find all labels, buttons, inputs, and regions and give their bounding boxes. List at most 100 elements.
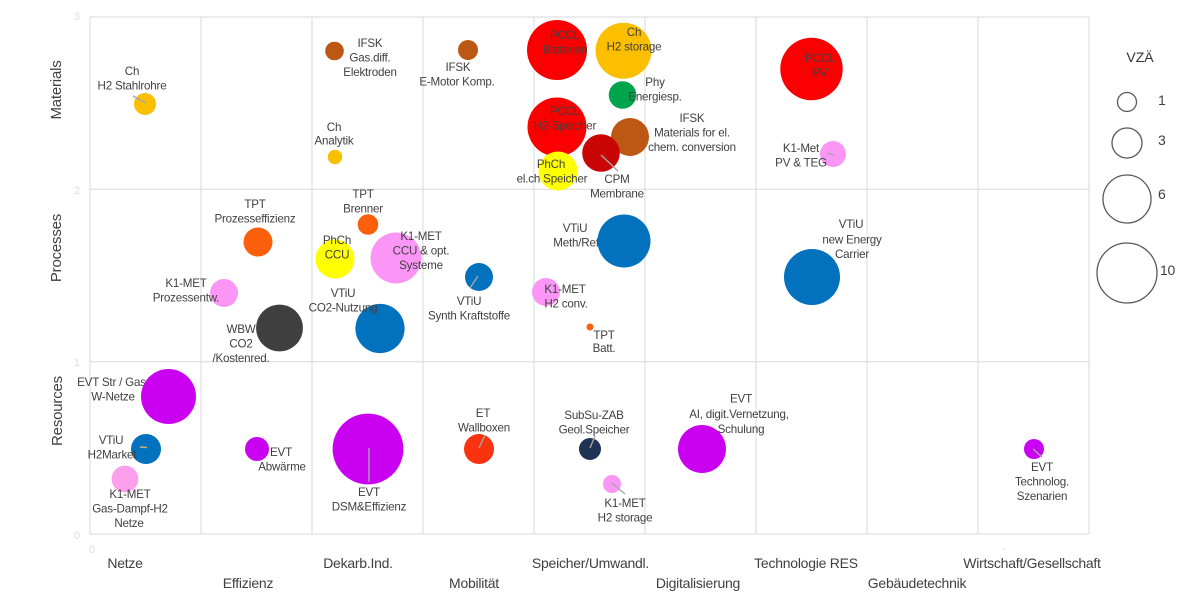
svg-text:Materials: Materials [48,60,65,119]
svg-text:0: 0 [89,544,95,556]
svg-text:3: 3 [74,11,80,23]
svg-text:K1-MET: K1-MET [400,230,441,243]
svg-text:1: 1 [1158,92,1166,108]
svg-text:Brenner: Brenner [343,203,383,216]
svg-text:Netze: Netze [107,555,143,571]
svg-text:SubSu-ZAB: SubSu-ZAB [564,409,624,422]
svg-text:Dekarb.Ind.: Dekarb.Ind. [323,555,393,571]
svg-text:-: - [1002,543,1006,555]
svg-text:Gas.diff.: Gas.diff. [349,52,390,65]
svg-text:/Kostenred.: /Kostenred. [212,352,269,365]
svg-text:Ch: Ch [627,26,641,39]
svg-text:Wirtschaft/Gesellschaft: Wirtschaft/Gesellschaft [963,555,1101,571]
svg-text:PCCL: PCCL [550,105,581,118]
svg-text:Wallboxen: Wallboxen [458,422,510,435]
svg-text:Speicher/Umwandl.: Speicher/Umwandl. [532,555,649,571]
svg-text:CO2-Nutzung: CO2-Nutzung [309,302,378,315]
svg-text:Prozesseffizienz: Prozesseffizienz [214,213,295,226]
svg-text:3: 3 [1158,132,1166,148]
svg-text:Schulung: Schulung [718,423,765,436]
svg-text:1: 1 [74,357,80,369]
svg-text:ET: ET [476,407,491,420]
svg-text:Analytik: Analytik [315,135,354,148]
svg-text:EVT: EVT [730,393,752,406]
svg-text:10: 10 [1160,262,1176,278]
svg-text:VTiU: VTiU [99,434,124,447]
svg-text:Carrier: Carrier [835,248,869,261]
svg-text:Membrane: Membrane [590,188,644,201]
svg-text:K1-MET: K1-MET [165,277,206,290]
svg-text:Systeme: Systeme [399,259,443,272]
svg-text:Prozessentw.: Prozessentw. [153,292,220,305]
svg-text:VTiU: VTiU [563,222,588,235]
svg-text:K1-MET: K1-MET [604,497,645,510]
svg-text:EVT: EVT [270,446,292,459]
svg-text:Phy: Phy [645,76,665,89]
svg-text:H2 Stahlrohre: H2 Stahlrohre [98,80,167,93]
svg-text:H2Market: H2Market [88,449,138,462]
svg-text:PCCL: PCCL [805,52,836,65]
svg-text:VTiU: VTiU [331,287,356,300]
svg-text:Batt.: Batt. [593,342,616,355]
svg-text:TPT: TPT [352,188,373,201]
svg-text:Batterien: Batterien [543,44,588,57]
svg-text:Digitalisierung: Digitalisierung [656,575,740,591]
svg-text:VZÄ: VZÄ [1126,49,1154,65]
svg-text:W-Netze: W-Netze [91,391,134,404]
svg-text:DSM&Effizienz: DSM&Effizienz [332,501,407,514]
svg-text:Materials for el.: Materials for el. [654,127,730,140]
svg-text:Effizienz: Effizienz [223,575,274,591]
svg-text:IFSK: IFSK [680,112,705,125]
svg-text:PV: PV [812,67,828,80]
svg-text:6: 6 [1158,186,1166,202]
svg-text:Technolog.: Technolog. [1015,476,1069,489]
svg-text:CPM: CPM [604,173,629,186]
svg-text:Geol.Speicher: Geol.Speicher [559,424,630,437]
svg-text:Netze: Netze [114,517,143,530]
svg-text:Elektroden: Elektroden [343,66,396,79]
svg-text:VTiU: VTiU [839,218,864,231]
svg-text:EVT: EVT [1031,461,1053,474]
svg-text:K1-MET: K1-MET [544,283,585,296]
svg-text:Energiesp.: Energiesp. [628,91,681,104]
svg-text:VTiU: VTiU [457,295,482,308]
svg-text:Resources: Resources [49,376,66,446]
svg-text:K1-MET: K1-MET [109,488,150,501]
svg-text:Ch: Ch [125,65,139,78]
svg-text:0: 0 [74,530,80,542]
svg-text:PhCh: PhCh [537,158,565,171]
svg-text:CCU & opt.: CCU & opt. [393,245,450,258]
svg-text:Szenarien: Szenarien [1017,490,1067,503]
svg-text:IFSK: IFSK [358,37,383,50]
svg-text:H2-Speicher: H2-Speicher [534,120,597,133]
svg-text:PCCL: PCCL [550,29,581,42]
svg-text:AI, digit.Vernetzung,: AI, digit.Vernetzung, [689,408,789,421]
svg-text:chem. conversion: chem. conversion [648,141,736,154]
svg-text:2: 2 [74,185,80,197]
svg-text:PV & TEG: PV & TEG [775,157,827,170]
svg-text:Processes: Processes [48,214,65,282]
svg-text:H2 storage: H2 storage [607,41,662,54]
svg-text:Abwärme: Abwärme [258,461,306,474]
svg-text:CO2: CO2 [229,338,252,351]
svg-text:Technologie RES: Technologie RES [754,555,858,571]
svg-text:Meth/Ref: Meth/Ref [553,237,599,250]
svg-text:WBW: WBW [226,323,255,336]
svg-text:el.ch Speicher: el.ch Speicher [517,173,588,186]
svg-text:Gas-Dampf-H2: Gas-Dampf-H2 [92,503,168,516]
svg-text:H2 conv.: H2 conv. [544,298,587,311]
svg-text:CCU: CCU [325,249,350,262]
svg-text:TPT: TPT [244,198,265,211]
svg-text:PhCh: PhCh [323,234,351,247]
svg-text:EVT: EVT [358,486,380,499]
svg-text:E-Motor Komp.: E-Motor Komp. [419,76,494,89]
svg-text:Ch: Ch [327,121,341,134]
svg-text:Gebäudetechnik: Gebäudetechnik [868,575,968,591]
svg-text:new Energy: new Energy [822,234,882,247]
svg-text:H2 storage: H2 storage [598,512,653,525]
svg-text:Synth Kraftstoffe: Synth Kraftstoffe [428,310,510,323]
svg-text:Mobilität: Mobilität [449,575,499,591]
svg-text:TPT: TPT [593,329,614,342]
svg-text:K1-Met: K1-Met [783,142,820,155]
svg-text:IFSK: IFSK [446,61,471,74]
